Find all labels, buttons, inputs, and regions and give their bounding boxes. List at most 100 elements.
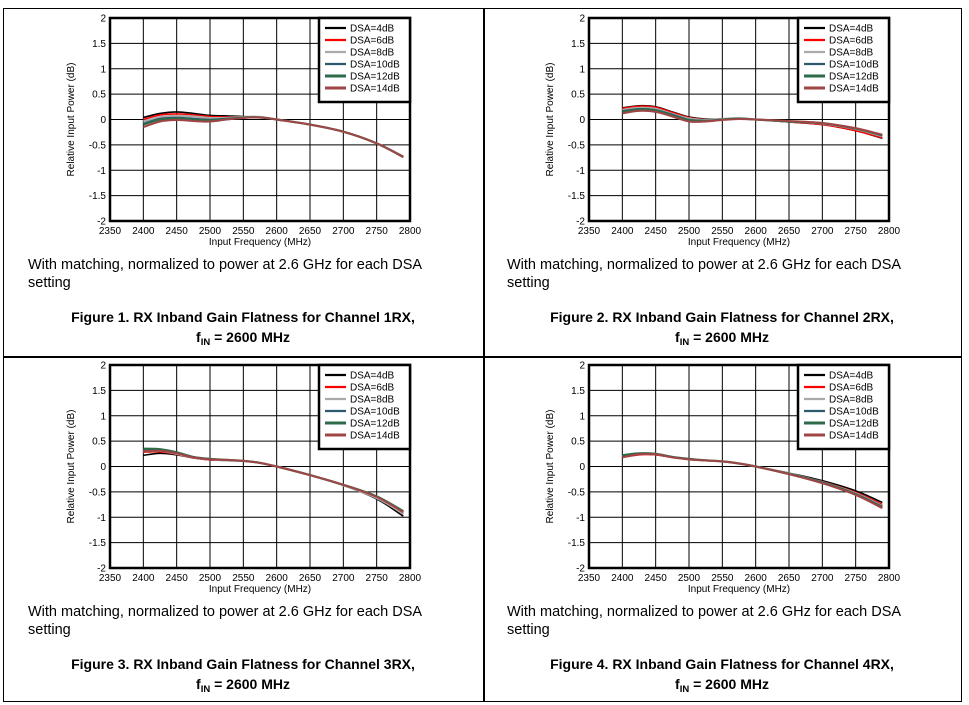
legend-label: DSA=10dB <box>350 407 400 418</box>
plot-frame <box>587 16 891 223</box>
x-tick-label: 2800 <box>878 226 901 237</box>
legend-label: DSA=6dB <box>829 383 874 394</box>
x-tick-label: 2350 <box>578 573 601 584</box>
figure-note: With matching, normalized to power at 2.… <box>28 257 422 291</box>
series-line-dsa-12db <box>143 447 404 513</box>
y-tick-label: 0.5 <box>92 90 106 101</box>
y-tick-label: 2 <box>579 14 585 25</box>
plot-frame <box>108 16 412 223</box>
x-tick-label: 2450 <box>166 573 189 584</box>
series-line-dsa-12db <box>622 452 883 509</box>
figure-title: Figure 4. RX Inband Gain Flatness for Ch… <box>550 656 894 672</box>
y-tick-label: 1 <box>579 64 585 75</box>
subtitle-subscript: IN <box>679 684 690 695</box>
y-tick-label: 2 <box>579 361 585 372</box>
x-tick-label: 2550 <box>232 226 255 237</box>
series-line-dsa-14db <box>143 449 404 514</box>
series-line-dsa-4db <box>622 453 883 504</box>
y-tick-label: -0.5 <box>89 487 107 498</box>
y-tick-label: -0.5 <box>89 140 107 151</box>
subtitle-suffix: = 2600 MHz <box>210 329 290 345</box>
legend-label: DSA=6dB <box>350 383 395 394</box>
y-tick-label: 1 <box>100 64 106 75</box>
y-tick-label: -1.5 <box>89 538 107 549</box>
series-line-dsa-6db <box>143 450 404 515</box>
legend-label: DSA=4dB <box>829 371 874 382</box>
y-axis-label: Relative Input Power (dB) <box>66 410 77 524</box>
figure-subtitle: fIN = 2600 MHz <box>482 327 962 353</box>
y-tick-label: -1.5 <box>568 191 586 202</box>
y-tick-label: 0.5 <box>571 90 585 101</box>
y-tick-label: 0.5 <box>92 437 106 448</box>
x-axis-label: Input Frequency (MHz) <box>209 584 311 595</box>
y-axis-label: Relative Input Power (dB) <box>545 410 556 524</box>
series-line-dsa-10db <box>143 116 404 158</box>
figure-subtitle: fIN = 2600 MHz <box>3 327 483 353</box>
legend-label: DSA=10dB <box>829 60 879 71</box>
y-tick-label: 1 <box>579 411 585 422</box>
series-line-dsa-4db <box>143 452 404 517</box>
x-tick-label: 2550 <box>711 573 734 584</box>
x-tick-label: 2650 <box>778 573 801 584</box>
x-tick-label: 2500 <box>678 573 701 584</box>
x-tick-label: 2350 <box>99 573 122 584</box>
x-tick-label: 2400 <box>132 573 155 584</box>
figure-cell-4: 2 1.5 1 0.5 0 -0.5 -1 -1.5 -2 2350 2400 2450 2500 255… <box>482 355 962 702</box>
x-tick-label: 2800 <box>878 573 901 584</box>
legend-label: DSA=8dB <box>829 395 874 406</box>
y-axis-label: Relative Input Power (dB) <box>545 63 556 177</box>
y-tick-label: -2 <box>97 217 106 228</box>
series-line-dsa-6db <box>622 453 883 506</box>
x-tick-label: 2750 <box>366 226 389 237</box>
x-tick-label: 2700 <box>332 573 355 584</box>
y-tick-label: -1.5 <box>89 191 107 202</box>
x-tick-label: 2400 <box>132 226 155 237</box>
legend-label: DSA=6dB <box>829 36 874 47</box>
legend-label: DSA=4dB <box>829 24 874 35</box>
figure-cell-2: 2 1.5 1 0.5 0 -0.5 -1 -1.5 -2 2350 2400 2450 2500 255… <box>482 8 962 355</box>
legend-label: DSA=12dB <box>829 72 879 83</box>
x-tick-label: 2750 <box>366 573 389 584</box>
x-tick-label: 2650 <box>778 226 801 237</box>
figure-title: Figure 3. RX Inband Gain Flatness for Ch… <box>71 656 415 672</box>
x-tick-label: 2700 <box>811 573 834 584</box>
y-tick-label: 1.5 <box>571 386 585 397</box>
figure-note: With matching, normalized to power at 2.… <box>507 604 901 638</box>
subtitle-prefix: f <box>675 676 680 692</box>
subtitle-suffix: = 2600 MHz <box>210 676 290 692</box>
legend-label: DSA=10dB <box>350 60 400 71</box>
subtitle-suffix: = 2600 MHz <box>689 676 769 692</box>
y-tick-label: -0.5 <box>568 487 586 498</box>
table-divider-horizontal <box>4 356 961 358</box>
subtitle-subscript: IN <box>200 684 211 695</box>
y-tick-label: 1 <box>100 411 106 422</box>
x-tick-label: 2450 <box>645 573 668 584</box>
y-axis-label: Relative Input Power (dB) <box>66 63 77 177</box>
y-tick-label: -2 <box>97 564 106 575</box>
plot-frame <box>108 363 412 570</box>
legend-label: DSA=12dB <box>350 419 400 430</box>
x-tick-label: 2750 <box>845 573 868 584</box>
legend-label: DSA=12dB <box>829 419 879 430</box>
legend-label: DSA=6dB <box>350 36 395 47</box>
y-tick-label: 1.5 <box>92 386 106 397</box>
x-tick-label: 2550 <box>711 226 734 237</box>
figure-cell-3: 2 1.5 1 0.5 0 -0.5 -1 -1.5 -2 2350 2400 2450 2500 255… <box>3 355 483 702</box>
series-line-dsa-14db <box>622 109 883 136</box>
y-tick-label: 0 <box>579 115 585 126</box>
y-tick-label: -2 <box>576 564 585 575</box>
x-tick-label: 2400 <box>611 226 634 237</box>
figure-note: With matching, normalized to power at 2.… <box>507 257 901 291</box>
y-tick-label: 2 <box>100 14 106 25</box>
figure-subtitle: fIN = 2600 MHz <box>482 674 962 700</box>
x-tick-label: 2500 <box>199 226 222 237</box>
subtitle-subscript: IN <box>679 337 690 348</box>
y-tick-label: -1 <box>97 513 106 524</box>
series-line-dsa-14db <box>622 452 883 509</box>
subtitle-prefix: f <box>196 676 201 692</box>
x-tick-label: 2500 <box>678 226 701 237</box>
figure-caption: Figure 3. RX Inband Gain Flatness for Ch… <box>3 654 483 700</box>
